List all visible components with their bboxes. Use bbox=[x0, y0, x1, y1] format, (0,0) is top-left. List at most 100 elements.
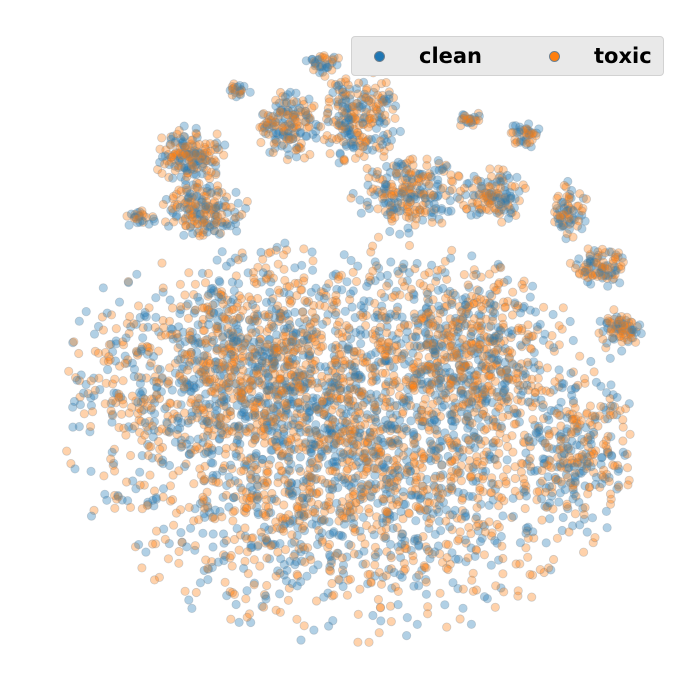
scatter-point-clean bbox=[422, 512, 432, 522]
scatter-point-clean bbox=[86, 466, 96, 476]
scatter-point-clean bbox=[486, 560, 496, 570]
scatter-point-clean bbox=[276, 389, 287, 399]
scatter-point-toxic bbox=[126, 450, 136, 461]
scatter-point-toxic bbox=[394, 269, 404, 279]
scatter-point-clean bbox=[566, 368, 576, 378]
scatter-point-toxic bbox=[229, 332, 239, 343]
scatter-point-clean bbox=[274, 589, 285, 599]
scatter-point-clean bbox=[370, 479, 381, 489]
scatter-point-toxic bbox=[157, 168, 167, 178]
scatter-point-clean bbox=[155, 364, 165, 375]
scatter-point-clean bbox=[291, 355, 301, 365]
scatter-point-clean bbox=[498, 511, 508, 521]
scatter-point-clean bbox=[492, 538, 502, 548]
scatter-point-toxic bbox=[510, 473, 520, 484]
scatter-point-toxic bbox=[351, 498, 361, 508]
scatter-point-clean bbox=[250, 362, 260, 372]
scatter-point-toxic bbox=[389, 401, 400, 411]
scatter-point-clean bbox=[395, 229, 405, 239]
scatter-point-toxic bbox=[186, 398, 196, 408]
scatter-point-toxic bbox=[386, 494, 396, 504]
scatter-point-toxic bbox=[273, 259, 283, 269]
scatter-point-clean bbox=[75, 400, 86, 410]
scatter-point-toxic bbox=[336, 503, 346, 513]
scatter-point-toxic bbox=[502, 464, 512, 474]
scatter-point-clean bbox=[466, 210, 476, 220]
scatter-point-toxic bbox=[271, 245, 281, 255]
scatter-point-toxic bbox=[363, 457, 373, 467]
scatter-point-toxic bbox=[245, 495, 255, 506]
scatter-point-clean bbox=[185, 435, 195, 445]
scatter-point-toxic bbox=[349, 401, 360, 411]
scatter-point-clean bbox=[448, 421, 458, 431]
scatter-point-clean bbox=[465, 365, 475, 375]
scatter-point-toxic bbox=[180, 432, 190, 442]
scatter-point-toxic bbox=[221, 443, 231, 453]
scatter-point-toxic bbox=[74, 348, 84, 359]
scatter-point-clean bbox=[523, 360, 533, 370]
scatter-point-clean bbox=[356, 338, 366, 349]
scatter-point-toxic bbox=[320, 301, 330, 311]
scatter-point-clean bbox=[445, 286, 455, 297]
scatter-point-toxic bbox=[245, 315, 255, 325]
scatter-point-toxic bbox=[99, 471, 109, 481]
scatter-point-clean bbox=[218, 492, 228, 502]
scatter-point-toxic bbox=[275, 568, 285, 578]
scatter-point-toxic bbox=[143, 450, 153, 461]
scatter-point-clean bbox=[398, 487, 408, 497]
scatter-point-clean bbox=[208, 542, 218, 552]
scatter-point-toxic bbox=[479, 550, 489, 560]
scatter-point-toxic bbox=[292, 371, 302, 381]
scatter-point-toxic bbox=[225, 478, 235, 488]
scatter-point-toxic bbox=[618, 436, 628, 446]
scatter-point-clean bbox=[601, 405, 611, 415]
scatter-point-toxic bbox=[412, 341, 422, 351]
scatter-point-clean bbox=[487, 353, 497, 363]
scatter-point-clean bbox=[230, 366, 240, 376]
scatter-point-clean bbox=[487, 397, 497, 408]
scatter-point-toxic bbox=[570, 509, 581, 519]
scatter-point-clean bbox=[433, 375, 443, 385]
scatter-point-toxic bbox=[279, 526, 289, 536]
scatter-point-clean bbox=[350, 370, 360, 380]
scatter-point-toxic bbox=[200, 461, 210, 471]
scatter-point-toxic bbox=[494, 522, 504, 532]
scatter-point-clean bbox=[121, 333, 131, 343]
scatter-point-clean bbox=[296, 635, 306, 645]
scatter-point-toxic bbox=[447, 245, 457, 255]
scatter-point-toxic bbox=[337, 457, 347, 467]
scatter-point-toxic bbox=[475, 317, 485, 327]
scatter-point-clean bbox=[210, 298, 220, 309]
scatter-point-toxic bbox=[89, 505, 99, 515]
scatter-point-toxic bbox=[324, 565, 335, 575]
scatter-point-toxic bbox=[386, 210, 396, 220]
scatter-point-clean bbox=[258, 268, 268, 278]
scatter-point-clean bbox=[237, 343, 247, 353]
scatter-point-toxic bbox=[252, 279, 262, 289]
scatter-point-toxic bbox=[147, 403, 157, 413]
scatter-point-clean bbox=[568, 335, 578, 346]
scatter-point-toxic bbox=[273, 389, 284, 400]
scatter-point-toxic bbox=[182, 365, 192, 375]
scatter-point-clean bbox=[236, 393, 246, 403]
scatter-point-clean bbox=[402, 327, 412, 337]
scatter-point-clean bbox=[425, 417, 435, 427]
scatter-point-toxic bbox=[118, 399, 128, 409]
scatter-point-clean bbox=[416, 405, 426, 415]
scatter-point-clean bbox=[208, 458, 218, 468]
scatter-point-toxic bbox=[229, 589, 239, 600]
scatter-point-toxic bbox=[196, 367, 206, 377]
scatter-point-clean bbox=[413, 533, 423, 544]
scatter-point-toxic bbox=[111, 397, 121, 408]
scatter-point-clean bbox=[143, 322, 153, 332]
scatter-point-clean bbox=[601, 388, 612, 398]
scatter-point-toxic bbox=[537, 515, 547, 525]
scatter-point-toxic bbox=[331, 340, 341, 350]
scatter-point-toxic bbox=[329, 400, 340, 410]
scatter-point-toxic bbox=[360, 358, 370, 368]
scatter-point-toxic bbox=[299, 153, 310, 163]
scatter-point-clean bbox=[376, 616, 386, 626]
scatter-point-toxic bbox=[324, 97, 334, 107]
scatter-point-clean bbox=[403, 392, 413, 402]
scatter-point-toxic bbox=[374, 456, 384, 466]
